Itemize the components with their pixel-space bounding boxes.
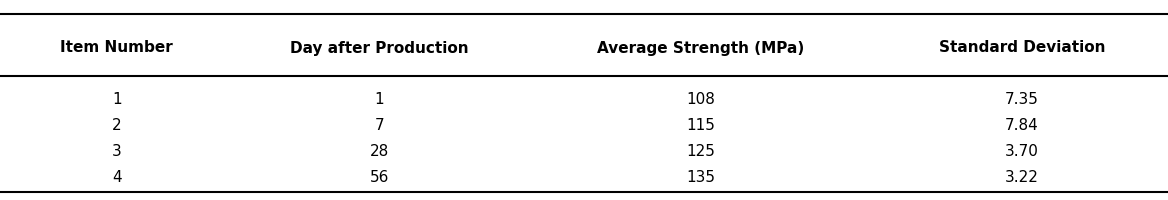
- Text: 3.22: 3.22: [1004, 170, 1040, 186]
- Text: 108: 108: [687, 92, 715, 108]
- Text: 7.35: 7.35: [1004, 92, 1040, 108]
- Text: 7.84: 7.84: [1006, 118, 1038, 134]
- Text: Item Number: Item Number: [61, 40, 173, 55]
- Text: 135: 135: [687, 170, 715, 186]
- Text: 56: 56: [370, 170, 389, 186]
- Text: 7: 7: [375, 118, 384, 134]
- Text: 3.70: 3.70: [1004, 144, 1040, 160]
- Text: Day after Production: Day after Production: [291, 40, 468, 55]
- Text: 1: 1: [375, 92, 384, 108]
- Text: 4: 4: [112, 170, 121, 186]
- Text: Average Strength (MPa): Average Strength (MPa): [597, 40, 805, 55]
- Text: 125: 125: [687, 144, 715, 160]
- Text: 2: 2: [112, 118, 121, 134]
- Text: 28: 28: [370, 144, 389, 160]
- Text: 115: 115: [687, 118, 715, 134]
- Text: 1: 1: [112, 92, 121, 108]
- Text: 3: 3: [112, 144, 121, 160]
- Text: Standard Deviation: Standard Deviation: [939, 40, 1105, 55]
